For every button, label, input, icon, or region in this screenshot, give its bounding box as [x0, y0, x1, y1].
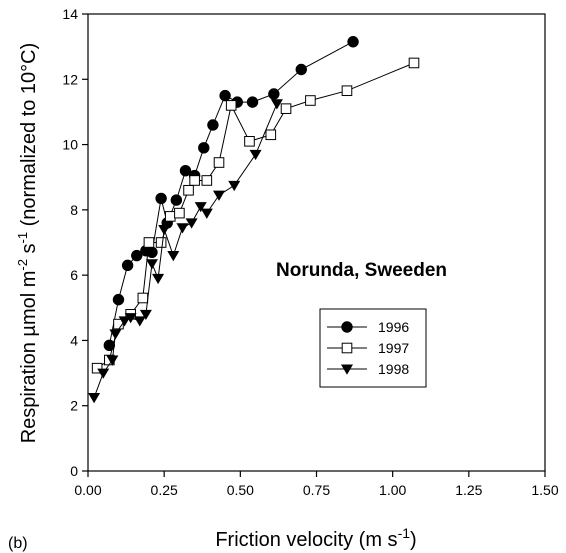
data-point-1996	[155, 192, 167, 205]
data-point-1998	[270, 99, 283, 110]
data-point-1997	[244, 136, 255, 147]
data-point-1998	[118, 316, 131, 327]
data-point-1997	[201, 175, 213, 186]
data-point-1997	[213, 157, 225, 168]
y-tick-label: 14	[62, 6, 78, 22]
data-point-1996	[207, 119, 219, 131]
data-point-1998	[249, 149, 262, 161]
data-point-1998	[139, 309, 152, 321]
data-point-1996	[347, 36, 359, 48]
location-annotation: Norunda, Sweeden	[276, 260, 447, 281]
data-point-1997	[143, 237, 155, 248]
data-point-1997	[225, 100, 237, 111]
data-point-1998	[185, 218, 198, 229]
data-point-1997	[137, 292, 149, 304]
legend: 1996 1997 1998	[319, 308, 427, 388]
x-axis-title: Friction velocity (m s-1)	[215, 525, 416, 551]
y-axis: 0 2 4 6 8 10 12 14	[62, 6, 88, 479]
data-point-1997	[164, 211, 176, 222]
data-point-1996	[112, 293, 125, 306]
data-point-1998	[106, 355, 119, 366]
legend-marker-1996	[341, 321, 353, 333]
y-tick-label: 10	[62, 137, 78, 153]
data-point-1996	[246, 96, 259, 108]
data-point-1998	[145, 259, 158, 270]
y-tick-label: 2	[70, 398, 78, 414]
data-point-1998	[158, 224, 171, 236]
legend-label-1997: 1997	[378, 340, 409, 356]
data-point-1996	[268, 88, 280, 100]
data-point-1996	[131, 249, 143, 262]
data-point-1996	[179, 164, 192, 177]
x-axis: 0.00 0.25 0.50 0.75 1.00 1.25 1.50	[74, 471, 559, 498]
data-point-1997	[341, 85, 353, 97]
data-point-1998	[200, 208, 213, 219]
data-point-1996	[295, 63, 307, 76]
legend-label-1996: 1996	[378, 319, 409, 335]
data-point-1996	[198, 142, 210, 154]
data-point-1998	[228, 180, 241, 192]
series-line-1998	[93, 103, 278, 398]
data-point-1997	[189, 175, 200, 186]
x-tick-label: 1.00	[379, 482, 406, 498]
data-point-1997	[305, 95, 316, 106]
data-point-1998	[133, 316, 146, 327]
panel-label: (b)	[8, 535, 28, 552]
legend-marker-1998	[341, 364, 353, 375]
data-point-1998	[194, 202, 207, 213]
data-point-1998	[167, 251, 180, 262]
x-tick-label: 1.50	[531, 482, 558, 498]
data-point-1997	[280, 103, 292, 114]
data-point-1998	[213, 190, 226, 201]
data-point-1997	[265, 129, 277, 141]
series-layer	[88, 36, 420, 404]
data-point-1997	[91, 362, 103, 374]
data-point-1997	[183, 184, 194, 196]
x-tick-label: 1.25	[455, 482, 482, 498]
data-point-1998	[124, 313, 137, 324]
y-tick-label: 4	[70, 332, 78, 348]
x-tick-label: 0.75	[303, 482, 330, 498]
y-tick-label: 6	[70, 267, 78, 283]
data-point-1998	[88, 393, 101, 404]
data-point-1996	[219, 89, 231, 102]
y-tick-label: 8	[70, 202, 78, 218]
series-1998	[88, 99, 283, 404]
legend-label-1998: 1998	[378, 361, 409, 377]
x-tick-label: 0.25	[151, 482, 178, 498]
data-point-1996	[121, 259, 134, 272]
data-point-1998	[109, 329, 122, 340]
x-tick-label: 0.50	[227, 482, 254, 498]
y-tick-label: 12	[62, 71, 78, 87]
data-point-1998	[176, 223, 189, 234]
x-tick-label: 0.00	[74, 482, 101, 498]
y-tick-label: 0	[70, 463, 78, 479]
data-point-1997	[174, 207, 185, 219]
series-1996	[103, 36, 359, 352]
data-point-1997	[155, 237, 167, 248]
data-point-1996	[170, 194, 183, 206]
legend-marker-1997	[341, 342, 353, 354]
data-point-1998	[97, 368, 110, 379]
y-axis-title: Respiration µmol m-2 s-1 (normalized to …	[15, 43, 40, 444]
data-point-1997	[408, 57, 420, 69]
data-point-1998	[152, 273, 165, 285]
